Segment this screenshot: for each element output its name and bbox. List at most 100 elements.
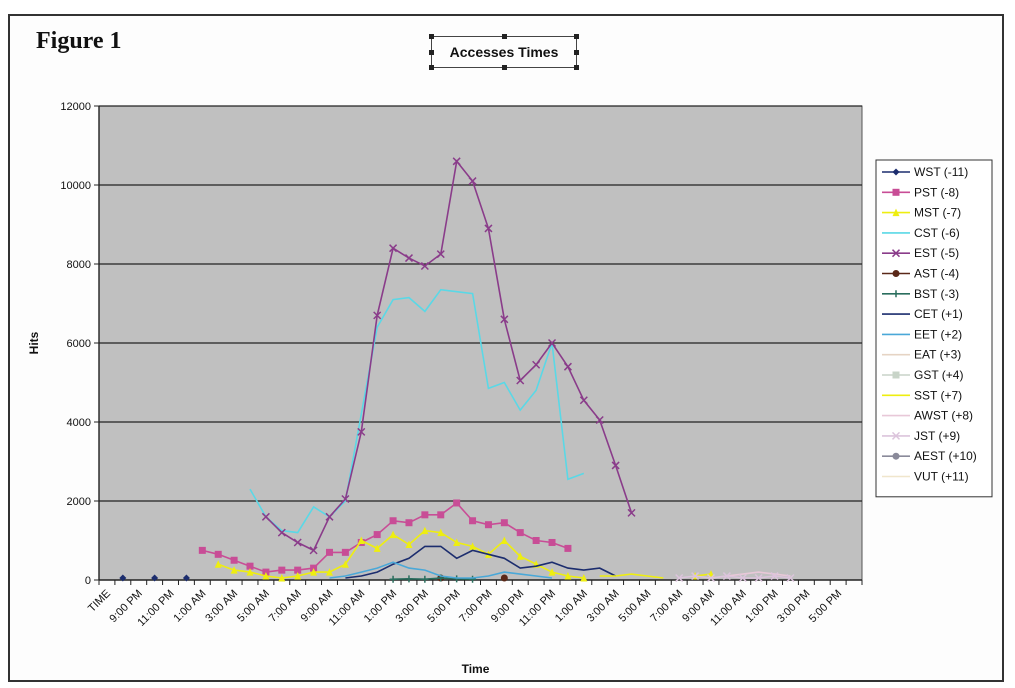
legend-item-gst-4: GST (+4) [882,368,963,382]
legend-label: CET (+1) [914,307,963,321]
legend-label: EAT (+3) [914,348,961,362]
legend-label: JST (+9) [914,429,960,443]
y-tick-label-0: 0 [85,575,91,587]
x-tick-label: 5:00 AM [617,588,654,625]
data-point [532,360,541,369]
x-tick-label: 1:00 PM [743,588,780,625]
data-point [722,572,731,581]
legend-label: MST (-7) [914,206,961,220]
data-point [452,157,461,166]
x-tick-label: 7:00 PM [457,588,494,625]
legend-item-est-5: EST (-5) [882,246,959,260]
data-point [294,566,302,574]
data-point [341,494,350,504]
x-tick-label: 5:00 PM [807,588,844,625]
x-axis-title: Time [462,662,490,676]
x-tick-label: 5:00 AM [235,588,272,625]
data-point [706,573,716,583]
series-line-cst-6 [249,288,585,534]
x-tick-label: 1:00 AM [171,588,208,625]
x-tick-label: 3:00 PM [775,588,812,625]
legend-item-wst-11: WST (-11) [882,165,968,179]
data-point [500,315,509,324]
series-bst-3 [389,574,477,583]
data-point [278,566,286,574]
x-tick-label: 1:00 AM [553,588,590,625]
selection-handle-tl[interactable] [429,34,434,39]
data-point [469,575,477,583]
data-point [627,508,636,517]
data-point [563,362,572,371]
data-point [246,562,254,570]
data-point [373,544,381,552]
y-axis-title: Hits [27,331,41,354]
data-point [548,538,556,546]
data-point [500,536,508,544]
x-tick-label: 3:00 AM [203,588,240,625]
data-point [611,461,620,470]
data-point [516,552,524,560]
data-point [119,574,127,582]
legend-item-cst-6: CST (-6) [882,226,960,240]
legend-marker [892,168,900,176]
data-point [532,537,540,544]
series-pst-8 [198,499,572,576]
x-tick-label: 1:00 PM [362,588,399,625]
x-tick-label: 5:00 PM [425,588,462,625]
legend-label: AWST (+8) [914,409,973,423]
data-point [421,526,429,535]
selection-handle-bc[interactable] [502,65,507,70]
selection-handle-mr[interactable] [574,50,579,55]
series-wst-11 [119,574,190,582]
data-point [151,574,159,582]
series-line-eet-2 [329,561,553,579]
data-point [484,521,492,529]
legend-item-ast-4: AST (-4) [882,267,959,281]
x-tick-label: 7:00 AM [648,588,685,625]
legend-label: PST (-8) [914,185,959,199]
data-point [738,573,747,583]
data-point [548,338,557,348]
legend-marker [891,431,901,440]
y-tick-label-8000: 8000 [67,259,91,271]
legend-item-vut-11: VUT (+11) [882,470,969,484]
data-point [500,574,508,582]
y-tick-label-2000: 2000 [67,496,91,508]
data-point [310,568,318,576]
legend-label: BST (-3) [914,287,959,301]
selection-handle-ml[interactable] [429,50,434,55]
selection-handle-br[interactable] [574,65,579,70]
data-point [516,376,525,385]
data-point [230,566,238,574]
legend-marker [892,371,900,379]
selection-handle-tc[interactable] [502,34,507,39]
data-point [453,499,461,507]
data-point [595,415,604,425]
legend-marker [891,249,901,258]
chart-title-box[interactable]: Accesses Times [429,34,579,70]
data-point [405,540,413,548]
figure-label: Figure 1 [36,28,122,54]
data-point [182,574,190,582]
data-point [421,511,429,519]
legend-label: AEST (+10) [914,449,977,463]
legend-item-cet-1: CET (+1) [882,307,963,321]
data-point [404,254,413,263]
data-point [548,568,556,576]
legend-marker [892,188,900,196]
data-point [214,550,222,558]
legend-item-jst-9: JST (+9) [882,429,960,443]
series-line-sst-7 [599,573,664,579]
data-point [230,556,238,564]
data-point [786,573,795,583]
data-point [516,529,524,537]
selection-handle-bl[interactable] [429,65,434,70]
x-tick-label: 7:00 AM [267,588,304,625]
data-point [389,244,398,253]
data-point [389,530,397,539]
data-point [357,536,365,544]
legend-item-sst-7: SST (+7) [882,388,962,402]
selection-handle-tr[interactable] [574,34,579,39]
y-tick-label-4000: 4000 [67,417,91,429]
series-line-cet-1 [345,545,616,579]
